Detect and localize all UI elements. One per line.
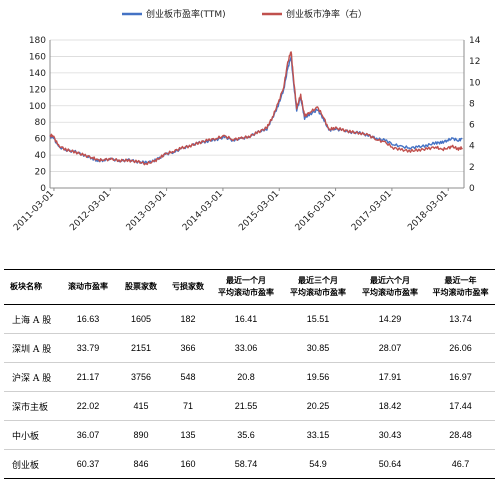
cell-value: 18.42 <box>354 391 426 421</box>
cell-value: 182 <box>166 304 210 334</box>
header-sector: 板块名称 <box>4 269 60 305</box>
y-right-tick-label: 6 <box>469 121 475 131</box>
chart-area: 0 20 40 60 80 100 120 140 160 180 0 2 4 6 8 10 12 14 2011-… <box>12 8 481 233</box>
cell-value: 20.8 <box>210 362 282 392</box>
valuation-table-grid: 板块名称 滚动市盈率 股票家数 亏损家数 最近一个月 平均滚动市盈率 最近三个月平… <box>4 269 495 479</box>
x-tick-label: 2014-03-01 <box>181 189 225 233</box>
cell-value: 15.51 <box>282 304 354 334</box>
cell-value: 26.06 <box>426 333 495 363</box>
y-right-tick-label: 2 <box>469 163 475 173</box>
cell-value: 13.74 <box>426 304 495 334</box>
line-chart: 0 20 40 60 80 100 120 140 160 180 0 2 4 6 8 10 12 14 2011-… <box>12 8 481 233</box>
cell-value: 33.79 <box>60 333 116 363</box>
y-left-tick-label: 100 <box>29 102 46 112</box>
cell-value: 50.64 <box>378 459 402 469</box>
table-row: 沪深 A 股 21.17 3756 548 20.8 19.56 17.91 1… <box>4 362 495 392</box>
cell-value: 1605 <box>116 304 166 334</box>
cell-value: 548 <box>166 362 210 392</box>
cell-value: 28.48 <box>426 420 495 450</box>
cell-value: 16.97 <box>426 362 495 392</box>
cell-value: 21.55 <box>210 391 282 421</box>
cell-value: 2151 <box>116 333 166 363</box>
cell-value: 14.29 <box>354 304 426 334</box>
cell-value: 46.7 <box>451 459 470 469</box>
table-row: 深市主板 22.02 415 71 21.55 20.25 18.42 17.4… <box>4 391 495 421</box>
y-right-tick-label: 14 <box>469 36 481 46</box>
header-rolling-pe: 滚动市盈率 <box>60 269 116 305</box>
cell-sector: 深市主板 <box>4 391 60 421</box>
y-left-tick-label: 180 <box>29 36 46 46</box>
table-header-row: 板块名称 滚动市盈率 股票家数 亏损家数 最近一个月 平均滚动市盈率 最近三个月平… <box>4 269 495 305</box>
cell-value: 21.17 <box>60 362 116 392</box>
y-right-tick-label: 4 <box>469 142 475 152</box>
cell-value: 36.07 <box>60 420 116 450</box>
table-row: 上海 A 股 16.63 1605 182 16.41 15.51 14.29 … <box>4 304 495 334</box>
y-left-tick-label: 40 <box>35 151 47 161</box>
cell-value: 35.6 <box>210 420 282 450</box>
cell-sector: 创业板 <box>12 460 40 471</box>
cell-sector: 上海 A 股 <box>4 304 60 334</box>
legend-label: 创业板市净率（右） <box>286 8 367 20</box>
cell-value: 20.25 <box>282 391 354 421</box>
cell-value: 17.91 <box>354 362 426 392</box>
cell-value: 54.9 <box>309 459 327 469</box>
x-tick-label: 2017-03-01 <box>350 189 394 233</box>
cell-value: 135 <box>166 420 210 450</box>
cell-sector: 中小板 <box>4 420 60 450</box>
series-pb-line <box>49 51 463 166</box>
valuation-table: 板块名称 滚动市盈率 股票家数 亏损家数 最近一个月 平均滚动市盈率 最近三个月平… <box>4 269 495 479</box>
x-tick-label: 2015-03-01 <box>237 189 281 233</box>
cell-value: 890 <box>116 420 166 450</box>
cell-value: 366 <box>166 333 210 363</box>
y-left-tick-label: 20 <box>35 168 47 178</box>
y-left-tick-label: 160 <box>29 52 46 62</box>
cell-value: 58.74 <box>234 459 258 469</box>
cell-value: 28.07 <box>354 333 426 363</box>
x-tick-label: 2016-03-01 <box>294 189 338 233</box>
y-right-tick-label: 0 <box>469 184 475 194</box>
x-tick-label: 2011-03-01 <box>12 189 56 233</box>
header-6m-avg: 最近六个月 平均滚动市盈率 <box>354 269 426 305</box>
cell-value: 415 <box>116 391 166 421</box>
y-left-tick-label: 0 <box>40 184 46 194</box>
cell-value: 16.41 <box>210 304 282 334</box>
x-tick-label: 2013-03-01 <box>125 189 169 233</box>
cell-value: 16.63 <box>60 304 116 334</box>
table-row: 创业板 60.37 846 160 58.74 54.9 50.64 46.7 <box>4 450 495 479</box>
y-right-tick-label: 8 <box>469 99 475 109</box>
cell-value: 19.56 <box>282 362 354 392</box>
header-1m-avg: 最近一个月 平均滚动市盈率 <box>210 269 282 305</box>
cell-value: 846 <box>133 459 149 469</box>
table-row: 深圳 A 股 33.79 2151 366 33.06 30.85 28.07 … <box>4 333 495 363</box>
y-right-tick-label: 12 <box>469 57 480 67</box>
header-1y-avg: 最近一年 平均滚动市盈率 <box>426 269 495 305</box>
header-stock-count: 股票家数 <box>116 269 166 305</box>
cell-value: 30.43 <box>354 420 426 450</box>
y-left-tick-label: 120 <box>29 85 46 95</box>
cell-value: 30.85 <box>282 333 354 363</box>
y-left-tick-label: 80 <box>35 118 47 128</box>
cell-value: 33.15 <box>282 420 354 450</box>
cell-value: 160 <box>180 459 196 469</box>
cell-value: 17.44 <box>426 391 495 421</box>
header-loss-count: 亏损家数 <box>166 269 210 305</box>
table-row: 中小板 36.07 890 135 35.6 33.15 30.43 28.48 <box>4 420 495 450</box>
cell-value: 3756 <box>116 362 166 392</box>
cell-value: 22.02 <box>60 391 116 421</box>
cell-sector: 沪深 A 股 <box>4 362 60 392</box>
header-3m-avg: 最近三个月 平均滚动市盈率 <box>282 269 354 305</box>
y-right-tick-label: 10 <box>469 78 481 88</box>
x-tick-label: 2012-03-01 <box>68 189 112 233</box>
cell-value: 60.37 <box>76 459 100 469</box>
legend-label: 创业板市盈率(TTM) <box>146 8 226 20</box>
cell-value: 71 <box>166 391 210 421</box>
cell-sector: 深圳 A 股 <box>4 333 60 363</box>
cell-value: 33.06 <box>210 333 282 363</box>
x-tick-label: 2018-03-01 <box>406 189 450 233</box>
y-left-tick-label: 60 <box>35 135 47 145</box>
y-left-tick-label: 140 <box>29 69 46 79</box>
